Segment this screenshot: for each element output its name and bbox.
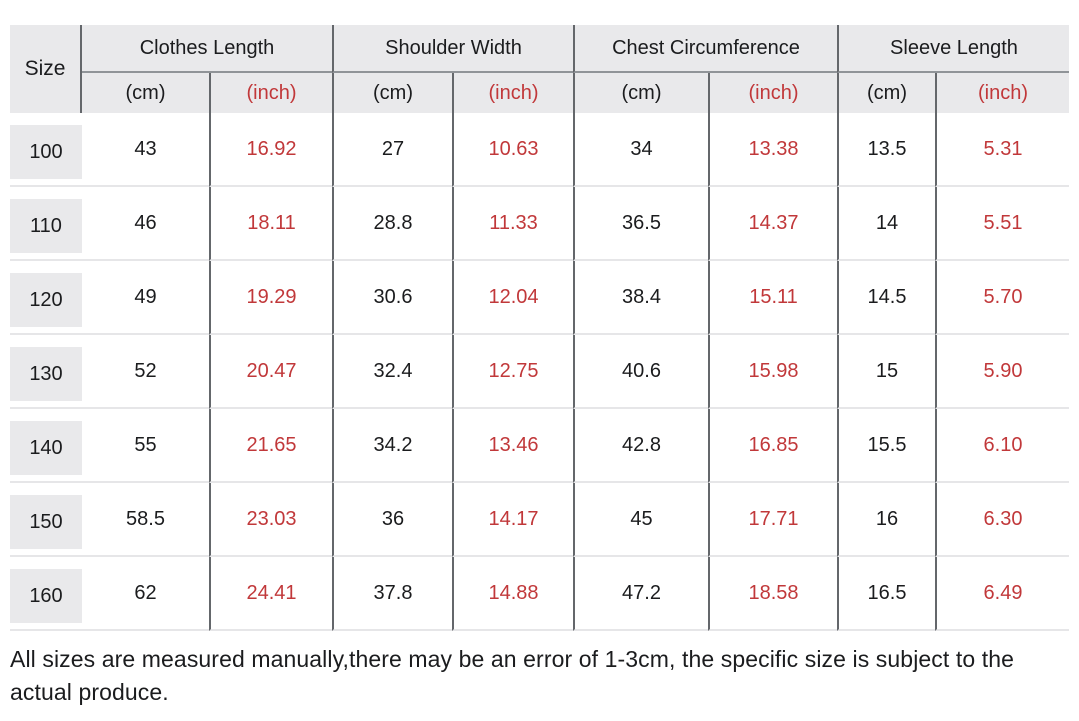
cell-shoulder-cm: 27	[332, 113, 452, 187]
size-badge: 120	[10, 273, 82, 327]
cell-clothes-cm: 58.5	[82, 483, 209, 557]
cell-chest-inch: 15.98	[708, 335, 837, 409]
cell-sleeve-cm: 16	[837, 483, 935, 557]
unit-header-chest-cm: (cm)	[573, 73, 708, 113]
unit-header-shoulder-cm: (cm)	[332, 73, 452, 113]
cell-sleeve-inch: 6.30	[935, 483, 1069, 557]
cell-sleeve-cm: 16.5	[837, 557, 935, 631]
cell-sleeve-cm: 14.5	[837, 261, 935, 335]
size-badge: 140	[10, 421, 82, 475]
cell-shoulder-inch: 13.46	[452, 409, 573, 483]
cell-sleeve-cm: 15.5	[837, 409, 935, 483]
cell-sleeve-inch: 5.31	[935, 113, 1069, 187]
size-badge: 130	[10, 347, 82, 401]
cell-sleeve-inch: 5.51	[935, 187, 1069, 261]
cell-chest-inch: 15.11	[708, 261, 837, 335]
cell-clothes-cm: 46	[82, 187, 209, 261]
cell-clothes-cm: 49	[82, 261, 209, 335]
cell-shoulder-cm: 34.2	[332, 409, 452, 483]
unit-header-sleeve-cm: (cm)	[837, 73, 935, 113]
cell-chest-cm: 38.4	[573, 261, 708, 335]
cell-clothes-inch: 23.03	[209, 483, 332, 557]
unit-header-shoulder-inch: (inch)	[452, 73, 573, 113]
size-badge: 160	[10, 569, 82, 623]
cell-shoulder-inch: 14.17	[452, 483, 573, 557]
cell-shoulder-cm: 32.4	[332, 335, 452, 409]
group-header-chest-circumference: Chest Circumference	[573, 25, 837, 73]
cell-chest-cm: 47.2	[573, 557, 708, 631]
cell-chest-cm: 36.5	[573, 187, 708, 261]
cell-clothes-cm: 52	[82, 335, 209, 409]
group-header-shoulder-width: Shoulder Width	[332, 25, 573, 73]
cell-clothes-inch: 21.65	[209, 409, 332, 483]
cell-chest-cm: 45	[573, 483, 708, 557]
cell-clothes-inch: 18.11	[209, 187, 332, 261]
group-header-sleeve-length: Sleeve Length	[837, 25, 1069, 73]
cell-sleeve-inch: 5.90	[935, 335, 1069, 409]
cell-shoulder-inch: 11.33	[452, 187, 573, 261]
size-badge: 150	[10, 495, 82, 549]
cell-shoulder-cm: 36	[332, 483, 452, 557]
cell-shoulder-inch: 14.88	[452, 557, 573, 631]
cell-clothes-inch: 20.47	[209, 335, 332, 409]
cell-shoulder-cm: 37.8	[332, 557, 452, 631]
cell-shoulder-inch: 10.63	[452, 113, 573, 187]
cell-size: 150	[10, 483, 82, 557]
cell-chest-cm: 40.6	[573, 335, 708, 409]
cell-size: 140	[10, 409, 82, 483]
cell-sleeve-inch: 6.10	[935, 409, 1069, 483]
column-header-size: Size	[10, 25, 82, 113]
unit-header-sleeve-inch: (inch)	[935, 73, 1069, 113]
cell-shoulder-inch: 12.75	[452, 335, 573, 409]
size-badge: 100	[10, 125, 82, 179]
cell-chest-inch: 14.37	[708, 187, 837, 261]
cell-size: 100	[10, 113, 82, 187]
group-header-clothes-length: Clothes Length	[82, 25, 332, 73]
cell-clothes-inch: 19.29	[209, 261, 332, 335]
size-chart-table: Size Clothes Length Shoulder Width Chest…	[10, 25, 1069, 631]
cell-sleeve-cm: 14	[837, 187, 935, 261]
measurement-note: All sizes are measured manually,there ma…	[10, 646, 1015, 705]
cell-clothes-cm: 62	[82, 557, 209, 631]
cell-chest-inch: 16.85	[708, 409, 837, 483]
cell-size: 160	[10, 557, 82, 631]
cell-chest-cm: 34	[573, 113, 708, 187]
cell-clothes-inch: 24.41	[209, 557, 332, 631]
cell-chest-inch: 17.71	[708, 483, 837, 557]
cell-sleeve-cm: 13.5	[837, 113, 935, 187]
cell-sleeve-inch: 6.49	[935, 557, 1069, 631]
cell-shoulder-cm: 30.6	[332, 261, 452, 335]
cell-clothes-inch: 16.92	[209, 113, 332, 187]
cell-sleeve-cm: 15	[837, 335, 935, 409]
cell-size: 130	[10, 335, 82, 409]
cell-shoulder-inch: 12.04	[452, 261, 573, 335]
cell-chest-cm: 42.8	[573, 409, 708, 483]
cell-clothes-cm: 43	[82, 113, 209, 187]
unit-header-clothes-cm: (cm)	[82, 73, 209, 113]
cell-chest-inch: 18.58	[708, 557, 837, 631]
cell-size: 110	[10, 187, 82, 261]
cell-clothes-cm: 55	[82, 409, 209, 483]
cell-shoulder-cm: 28.8	[332, 187, 452, 261]
cell-chest-inch: 13.38	[708, 113, 837, 187]
cell-size: 120	[10, 261, 82, 335]
unit-header-clothes-inch: (inch)	[209, 73, 332, 113]
unit-header-chest-inch: (inch)	[708, 73, 837, 113]
size-badge: 110	[10, 199, 82, 253]
cell-sleeve-inch: 5.70	[935, 261, 1069, 335]
